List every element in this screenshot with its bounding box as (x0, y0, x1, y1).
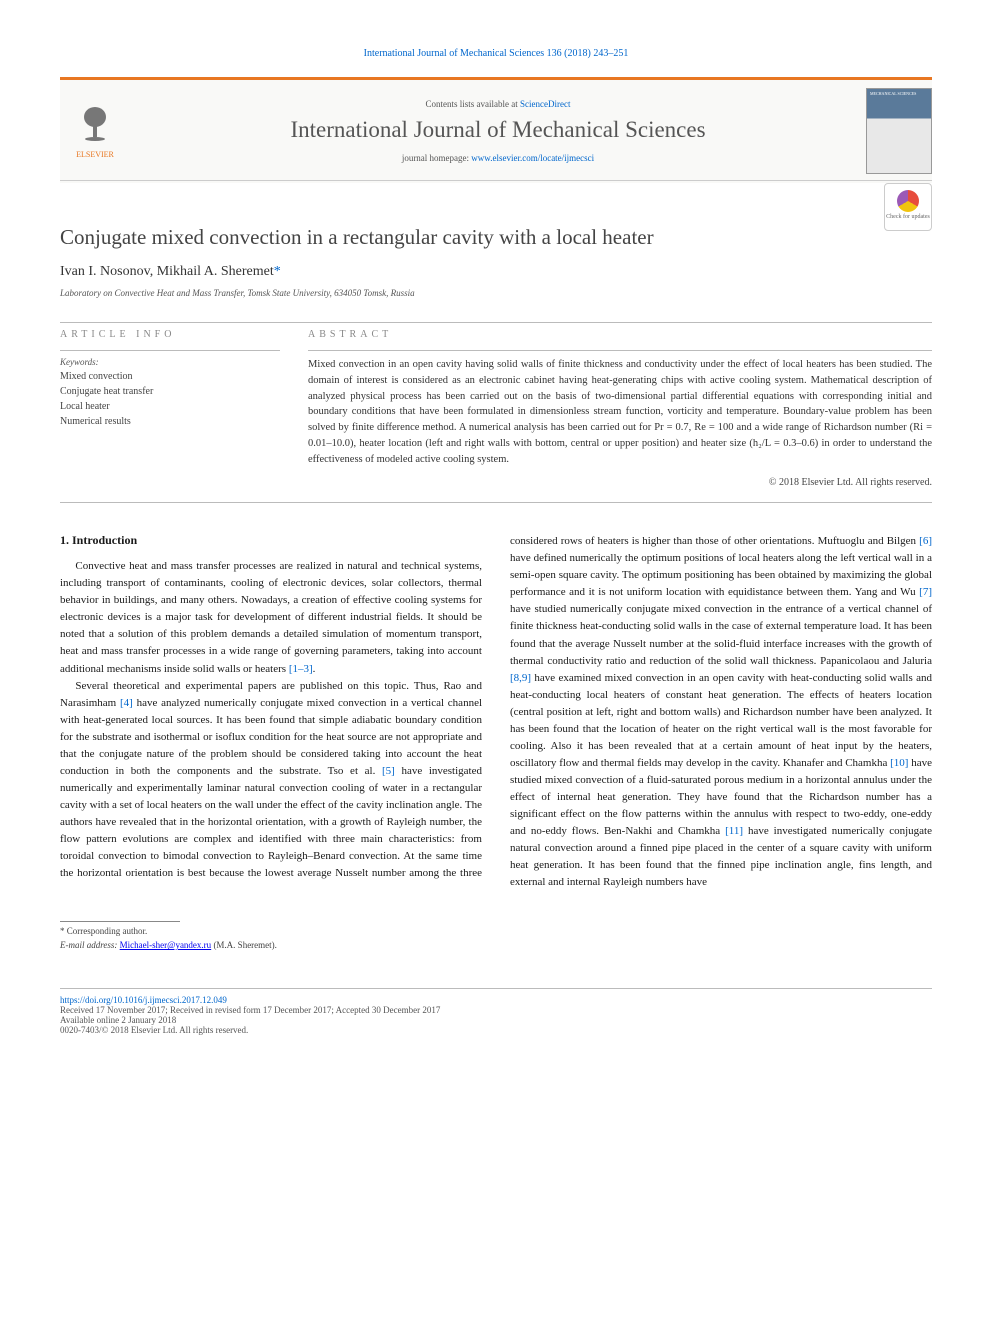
article-body: 1. Introduction Convective heat and mass… (60, 533, 932, 891)
reference-link[interactable]: [7] (919, 586, 932, 598)
available-online: Available online 2 January 2018 (60, 1015, 176, 1025)
reference-link[interactable]: [8,9] (510, 672, 531, 684)
abstract-label: ABSTRACT (308, 329, 932, 340)
article-title: Conjugate mixed convection in a rectangu… (60, 225, 654, 250)
check-updates-label: Check for updates (885, 214, 931, 220)
doi-link[interactable]: https://doi.org/10.1016/j.ijmecsci.2017.… (60, 995, 227, 1005)
homepage-prefix: journal homepage: (402, 153, 471, 163)
article-info-column: ARTICLE INFO Keywords: Mixed convection … (60, 329, 280, 488)
footnote-separator (60, 921, 180, 922)
author-names: Ivan I. Nosonov, Mikhail A. Sheremet (60, 264, 274, 279)
reference-link[interactable]: [4] (120, 697, 133, 709)
email-footnote: E-mail address: Michael-sher@yandex.ru (… (60, 940, 932, 950)
reference-link[interactable]: [11] (725, 825, 743, 837)
running-header: International Journal of Mechanical Scie… (60, 48, 932, 59)
check-updates-icon (897, 190, 919, 212)
email-label: E-mail address: (60, 940, 120, 950)
body-text: Convective heat and mass transfer proces… (60, 533, 932, 891)
divider (60, 350, 280, 351)
abstract-text: Mixed convection in an open cavity havin… (308, 357, 932, 467)
article-footer: https://doi.org/10.1016/j.ijmecsci.2017.… (60, 988, 932, 1035)
authors: Ivan I. Nosonov, Mikhail A. Sheremet* (60, 264, 932, 280)
cover-text: MECHANICAL SCIENCES (870, 92, 928, 97)
reference-link[interactable]: [1–3] (289, 663, 313, 675)
reference-link[interactable]: [10] (890, 757, 908, 769)
article-info-label: ARTICLE INFO (60, 329, 280, 340)
abstract-column: ABSTRACT Mixed convection in an open cav… (308, 329, 932, 488)
contents-prefix: Contents lists available at (426, 99, 520, 109)
journal-name: International Journal of Mechanical Scie… (130, 117, 866, 143)
check-updates-button[interactable]: Check for updates (884, 183, 932, 231)
keyword: Mixed convection (60, 369, 280, 384)
divider (60, 502, 932, 503)
reference-link[interactable]: [5] (382, 765, 395, 777)
corresponding-footnote: * Corresponding author. (60, 926, 932, 936)
keyword: Conjugate heat transfer (60, 384, 280, 399)
elsevier-logo: ELSEVIER (60, 103, 130, 159)
email-suffix: (M.A. Sheremet). (211, 940, 277, 950)
reference-link[interactable]: [6] (919, 535, 932, 547)
divider (60, 322, 932, 323)
journal-banner: ELSEVIER Contents lists available at Sci… (60, 77, 932, 183)
contents-line: Contents lists available at ScienceDirec… (130, 99, 866, 109)
publisher-name: ELSEVIER (60, 150, 130, 159)
homepage-line: journal homepage: www.elsevier.com/locat… (130, 153, 866, 163)
journal-cover-thumbnail: MECHANICAL SCIENCES (866, 88, 932, 174)
received-dates: Received 17 November 2017; Received in r… (60, 1005, 440, 1015)
keyword: Local heater (60, 399, 280, 414)
corresponding-marker: * (274, 264, 281, 279)
elsevier-tree-icon (60, 103, 130, 150)
divider (308, 350, 932, 351)
issn-copyright: 0020-7403/© 2018 Elsevier Ltd. All right… (60, 1025, 248, 1035)
keywords-label: Keywords: (60, 357, 280, 367)
page-container: International Journal of Mechanical Scie… (0, 0, 992, 1075)
abstract-copyright: © 2018 Elsevier Ltd. All rights reserved… (308, 477, 932, 488)
affiliation: Laboratory on Convective Heat and Mass T… (60, 288, 932, 298)
section-heading: 1. Introduction (60, 533, 482, 548)
email-link[interactable]: Michael-sher@yandex.ru (120, 940, 212, 950)
keyword: Numerical results (60, 414, 280, 429)
journal-homepage-link[interactable]: www.elsevier.com/locate/ijmecsci (471, 153, 594, 163)
sciencedirect-link[interactable]: ScienceDirect (520, 99, 570, 109)
keywords-list: Mixed convection Conjugate heat transfer… (60, 369, 280, 429)
